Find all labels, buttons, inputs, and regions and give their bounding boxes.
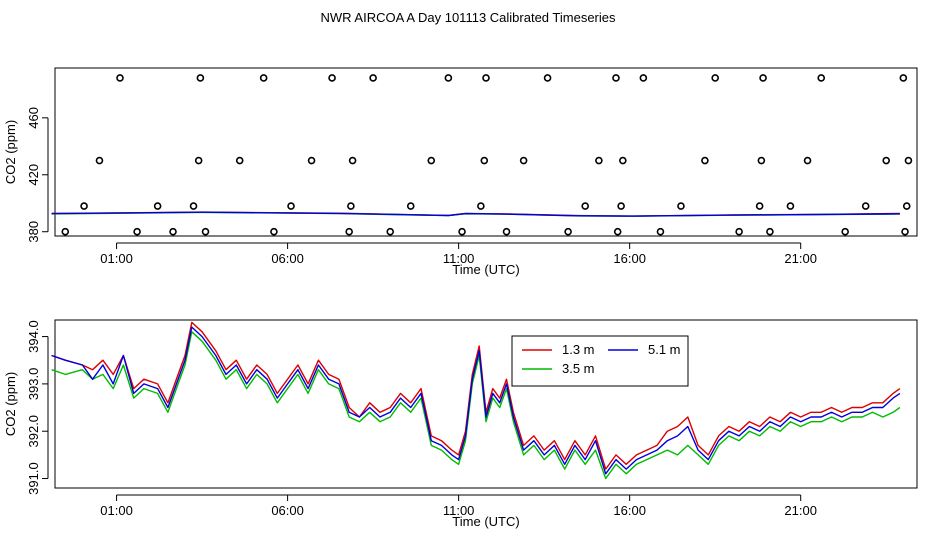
data-point (786, 202, 795, 210)
data-point (235, 156, 244, 165)
x-tick-label: 01:00 (100, 503, 133, 518)
y-tick-label: 394.0 (26, 320, 41, 353)
data-point (619, 156, 627, 165)
data-point (901, 227, 909, 236)
data-point (348, 156, 357, 165)
data-point (427, 156, 436, 165)
data-point (133, 227, 141, 236)
data-point (189, 202, 198, 210)
y-tick-label: 380 (26, 221, 41, 243)
data-point (759, 74, 767, 82)
legend-label: 5.1 m (648, 342, 681, 357)
data-point (595, 156, 603, 165)
data-point (899, 74, 908, 82)
data-point (194, 156, 203, 165)
data-point (841, 227, 849, 236)
data-point (701, 156, 709, 165)
data-point (755, 202, 764, 210)
data-point (817, 74, 826, 82)
y-axis-label: CO2 (ppm) (3, 120, 18, 184)
data-point (757, 156, 766, 165)
data-point (369, 74, 377, 82)
data-point (406, 202, 415, 210)
data-point (95, 156, 104, 165)
plot-frame (54, 319, 918, 489)
x-tick-label: 06:00 (271, 251, 304, 266)
x-tick-label: 06:00 (271, 503, 304, 518)
data-point (287, 202, 295, 210)
data-point (711, 74, 719, 82)
y-tick-label: 460 (26, 107, 41, 129)
figure-title: NWR AIRCOA A Day 101113 Calibrated Times… (320, 10, 616, 25)
data-point (477, 202, 485, 210)
x-axis-label: Time (UTC) (452, 514, 519, 529)
data-point (328, 74, 336, 82)
data-point (766, 227, 774, 236)
data-point (196, 74, 205, 82)
data-point (639, 74, 648, 82)
data-point (543, 74, 552, 82)
data-point (502, 227, 511, 236)
y-tick-label: 393.0 (26, 368, 41, 401)
data-point (61, 227, 70, 236)
y-tick-label: 392.0 (26, 415, 41, 448)
y-tick-label: 420 (26, 164, 41, 186)
data-point (480, 156, 489, 165)
data-point (169, 227, 177, 236)
data-point (902, 202, 911, 210)
x-axis-label: Time (UTC) (452, 262, 519, 277)
data-point (347, 202, 355, 210)
legend-label: 1.3 m (562, 342, 595, 357)
x-tick-label: 16:00 (613, 503, 646, 518)
data-point (735, 227, 743, 236)
data-point (153, 202, 162, 210)
bottom-panel: 01:00 06:00 11:00 16:00 21:00 Time (UTC) 391.0… (3, 319, 918, 529)
plot-frame (54, 67, 918, 237)
data-point (882, 156, 891, 165)
x-tick-label: 11:00 (443, 251, 475, 266)
y-axis-label: CO2 (ppm) (3, 372, 18, 436)
data-point (656, 227, 665, 236)
data-point (116, 74, 124, 82)
data-point (345, 227, 353, 236)
series-line-5-1-mm (51, 326, 901, 475)
data-point (519, 156, 528, 165)
legend: 1.3 m 3.5 m 5.1 m (511, 335, 689, 387)
legend-box (511, 335, 689, 387)
data-point (444, 74, 453, 82)
data-point (386, 227, 395, 236)
data-point (612, 74, 620, 82)
data-point (270, 227, 278, 236)
top-panel: 01:00 06:00 11:00 16:00 21:00 Time (UTC) 380 42… (3, 67, 918, 277)
data-point (80, 202, 88, 210)
y-tick-label: 391.0 (26, 462, 41, 495)
series-line-3-5-mm (51, 331, 901, 480)
data-point (458, 227, 466, 236)
data-point (803, 156, 812, 165)
data-point (581, 202, 589, 210)
data-point (677, 202, 685, 210)
data-point (482, 74, 490, 82)
x-tick-label: 16:00 (613, 251, 646, 266)
series-line-5-1-mm (51, 211, 900, 217)
data-point (861, 202, 870, 210)
x-tick-label: 11:00 (443, 503, 475, 518)
data-point (564, 227, 572, 236)
data-point (617, 202, 625, 210)
legend-label: 3.5 m (562, 361, 595, 376)
x-tick-label: 21:00 (784, 251, 817, 266)
data-point (307, 156, 316, 165)
data-point (904, 156, 913, 165)
series-line-1-3-mm (51, 321, 901, 470)
data-point (613, 227, 622, 236)
data-point (201, 227, 210, 236)
x-tick-label: 01:00 (100, 251, 133, 266)
data-point (259, 74, 268, 82)
x-tick-label: 21:00 (784, 503, 817, 518)
